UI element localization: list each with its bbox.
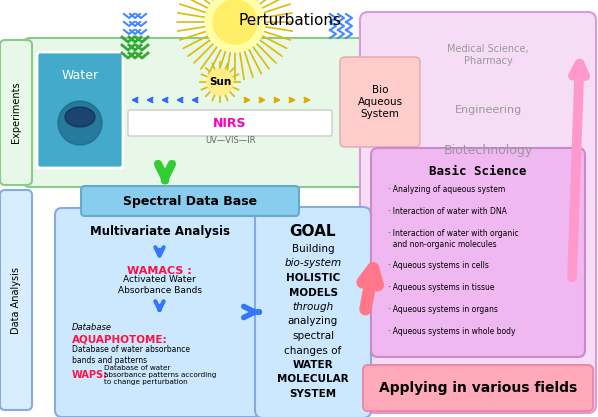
Text: Experiments: Experiments	[11, 81, 21, 143]
Text: Biotechnology: Biotechnology	[443, 143, 533, 156]
Text: Building: Building	[292, 244, 334, 254]
FancyBboxPatch shape	[128, 110, 332, 136]
Text: Basic Science: Basic Science	[429, 164, 527, 178]
Text: · Interaction of water with DNA: · Interaction of water with DNA	[388, 206, 507, 216]
Text: Engineering: Engineering	[454, 105, 521, 115]
Text: Database: Database	[72, 322, 112, 332]
FancyBboxPatch shape	[363, 365, 593, 411]
Circle shape	[205, 0, 265, 52]
Text: spectral: spectral	[292, 331, 334, 341]
Text: WATER: WATER	[292, 360, 333, 370]
Ellipse shape	[65, 107, 95, 127]
Text: · Aqueous systems in cells: · Aqueous systems in cells	[388, 261, 489, 271]
Text: Multivariate Analysis: Multivariate Analysis	[90, 224, 230, 238]
Text: UV—VIS—IR: UV—VIS—IR	[205, 136, 255, 145]
Text: MODELS: MODELS	[288, 287, 337, 297]
Text: · Aqueous systems in organs: · Aqueous systems in organs	[388, 306, 498, 314]
Text: WAPS:: WAPS:	[72, 370, 108, 380]
FancyBboxPatch shape	[0, 40, 32, 185]
Text: Medical Science,
Pharmacy: Medical Science, Pharmacy	[447, 44, 529, 66]
FancyBboxPatch shape	[23, 38, 467, 187]
Text: GOAL: GOAL	[290, 224, 336, 239]
Text: Water: Water	[62, 68, 99, 81]
Text: · Aqueous systems in whole body: · Aqueous systems in whole body	[388, 327, 515, 337]
Text: Bio
Aqueous
System: Bio Aqueous System	[358, 85, 402, 118]
FancyBboxPatch shape	[371, 148, 585, 357]
Circle shape	[207, 69, 233, 95]
Text: changes of: changes of	[285, 346, 341, 356]
Text: · Analyzing of aqueous system: · Analyzing of aqueous system	[388, 184, 505, 193]
Text: Data Analysis: Data Analysis	[11, 266, 21, 334]
FancyBboxPatch shape	[37, 52, 123, 168]
Text: SYSTEM: SYSTEM	[289, 389, 337, 399]
Text: and non-organic molecules: and non-organic molecules	[388, 239, 496, 249]
FancyBboxPatch shape	[0, 190, 32, 410]
Text: WAMACS :: WAMACS :	[127, 266, 192, 276]
Text: Database of water
absorbance patterns according
to change perturbation: Database of water absorbance patterns ac…	[104, 365, 216, 385]
FancyBboxPatch shape	[55, 208, 264, 417]
Text: analyzing: analyzing	[288, 317, 338, 327]
Text: · Aqueous systems in tissue: · Aqueous systems in tissue	[388, 284, 495, 292]
FancyBboxPatch shape	[81, 186, 299, 216]
Text: Spectral Data Base: Spectral Data Base	[123, 194, 257, 208]
Circle shape	[213, 0, 257, 44]
Text: Database of water absorbance
bands and patterns: Database of water absorbance bands and p…	[72, 345, 190, 365]
FancyBboxPatch shape	[360, 12, 596, 413]
Text: · Interaction of water with organic: · Interaction of water with organic	[388, 229, 518, 238]
Text: through: through	[292, 302, 334, 312]
Text: Applying in various fields: Applying in various fields	[379, 381, 577, 395]
Text: MOLECULAR: MOLECULAR	[277, 374, 349, 384]
FancyBboxPatch shape	[255, 207, 371, 417]
Text: bio-system: bio-system	[285, 259, 341, 269]
Circle shape	[58, 101, 102, 145]
Text: Activated Water
Absorbance Bands: Activated Water Absorbance Bands	[117, 275, 202, 295]
Text: AQUAPHOTOME:: AQUAPHOTOME:	[72, 334, 167, 344]
Text: HOLISTIC: HOLISTIC	[286, 273, 340, 283]
FancyBboxPatch shape	[340, 57, 420, 147]
Text: Perturbations: Perturbations	[239, 13, 341, 28]
Text: Sun: Sun	[209, 77, 231, 87]
Text: NIRS: NIRS	[213, 116, 247, 130]
